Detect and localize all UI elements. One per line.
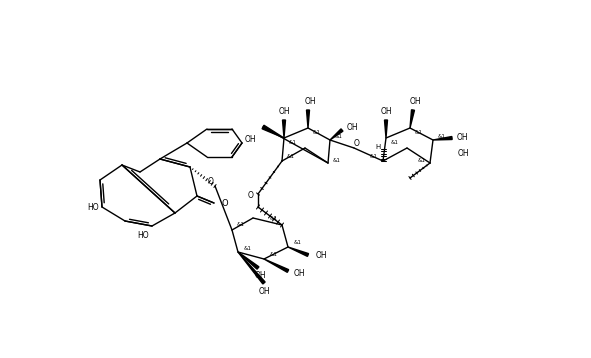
- Text: &1: &1: [335, 134, 343, 139]
- Text: O: O: [208, 178, 214, 187]
- Text: &1: &1: [415, 130, 423, 135]
- Text: &1: &1: [370, 155, 378, 160]
- Text: H: H: [375, 144, 381, 150]
- Polygon shape: [264, 259, 288, 272]
- Text: OH: OH: [380, 107, 392, 116]
- Polygon shape: [307, 110, 310, 128]
- Text: O: O: [354, 139, 360, 147]
- Text: &1: &1: [391, 140, 399, 145]
- Text: OH: OH: [278, 107, 290, 116]
- Polygon shape: [238, 252, 265, 284]
- Text: &1: &1: [294, 241, 302, 246]
- Text: OH: OH: [458, 149, 470, 158]
- Text: &1: &1: [287, 155, 295, 160]
- Polygon shape: [282, 120, 285, 138]
- Text: &1: &1: [270, 217, 278, 222]
- Text: OH: OH: [294, 270, 306, 279]
- Text: OH: OH: [457, 134, 469, 142]
- Text: OH: OH: [304, 97, 316, 106]
- Text: &1: &1: [438, 134, 446, 139]
- Text: OH: OH: [254, 271, 266, 281]
- Text: &1: &1: [417, 159, 425, 164]
- Polygon shape: [262, 125, 284, 138]
- Text: OH: OH: [409, 97, 421, 106]
- Polygon shape: [238, 252, 259, 269]
- Polygon shape: [385, 120, 388, 138]
- Text: HO: HO: [137, 232, 149, 241]
- Text: OH: OH: [245, 135, 256, 145]
- Polygon shape: [330, 129, 343, 140]
- Text: &1: &1: [333, 159, 341, 164]
- Text: O: O: [222, 198, 229, 208]
- Text: &1: &1: [313, 130, 321, 135]
- Text: &1: &1: [289, 140, 297, 145]
- Polygon shape: [288, 247, 309, 256]
- Polygon shape: [410, 110, 414, 128]
- Text: &1: &1: [270, 252, 278, 257]
- Text: O: O: [247, 192, 253, 200]
- Text: OH: OH: [316, 251, 327, 260]
- Text: HO: HO: [87, 203, 99, 212]
- Text: OH: OH: [347, 122, 359, 131]
- Polygon shape: [433, 136, 452, 140]
- Text: &1: &1: [237, 223, 245, 227]
- Text: &1: &1: [244, 246, 252, 251]
- Text: OH: OH: [258, 286, 270, 295]
